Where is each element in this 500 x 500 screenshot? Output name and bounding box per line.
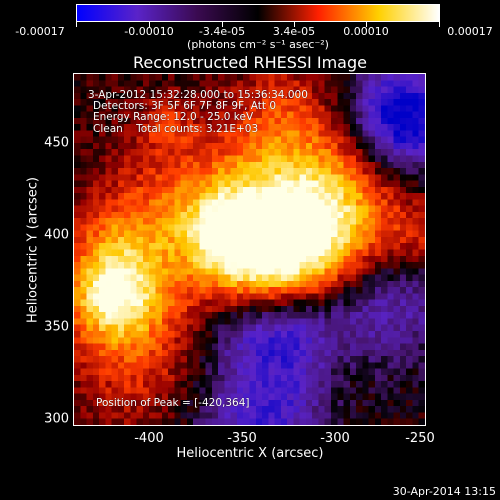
colorbar <box>76 4 440 22</box>
peak-position-label: Position of Peak = [-420,364] <box>96 397 250 409</box>
colorbar-tick <box>222 22 223 27</box>
x-tick-label: -300 <box>320 431 350 446</box>
colorbar-tick <box>366 22 367 27</box>
colorbar-tick-label: -0.00017 <box>15 25 65 38</box>
y-axis-label: Heliocentric Y (arcsec) <box>25 177 41 323</box>
annotation-clean-counts: Clean Total counts: 3.21E+03 <box>93 123 259 135</box>
colorbar-tick <box>149 22 150 27</box>
x-axis-label: Heliocentric X (arcsec) <box>176 446 324 461</box>
colorbar-tick-label: 0.00017 <box>447 25 493 38</box>
colorbar-tick-label: -3.4e-05 <box>198 25 246 38</box>
footer-timestamp: 30-Apr-2014 13:15 <box>392 485 496 498</box>
colorbar-tick <box>294 22 295 27</box>
colorbar-tick-label: -0.00010 <box>124 25 174 38</box>
colorbar-units: (photons cm⁻² s⁻¹ asec⁻²) <box>187 38 329 51</box>
x-tick-label: -400 <box>134 431 164 446</box>
colorbar-tick-label: 3.4e-05 <box>272 25 316 38</box>
plot-frame <box>73 73 426 426</box>
rhessi-image <box>74 74 425 425</box>
y-tick-label: 350 <box>44 319 69 335</box>
y-tick-label: 400 <box>44 227 69 243</box>
y-tick-label: 300 <box>44 411 69 427</box>
colorbar-tick <box>76 22 77 27</box>
colorbar-tick <box>439 22 440 27</box>
annotation-energy-range: Energy Range: 12.0 - 25.0 keV <box>93 111 254 123</box>
x-tick-label: -350 <box>227 431 257 446</box>
annotation-time-range: 3-Apr-2012 15:32:28.000 to 15:36:34.000 <box>88 89 308 101</box>
x-tick-label: -250 <box>405 431 435 446</box>
y-tick-label: 450 <box>44 135 69 151</box>
image-title: Reconstructed RHESSI Image <box>133 53 367 72</box>
colorbar-tick-label: 0.00010 <box>343 25 389 38</box>
annotation-detectors: Detectors: 3F 5F 6F 7F 8F 9F, Att 0 <box>93 100 277 112</box>
